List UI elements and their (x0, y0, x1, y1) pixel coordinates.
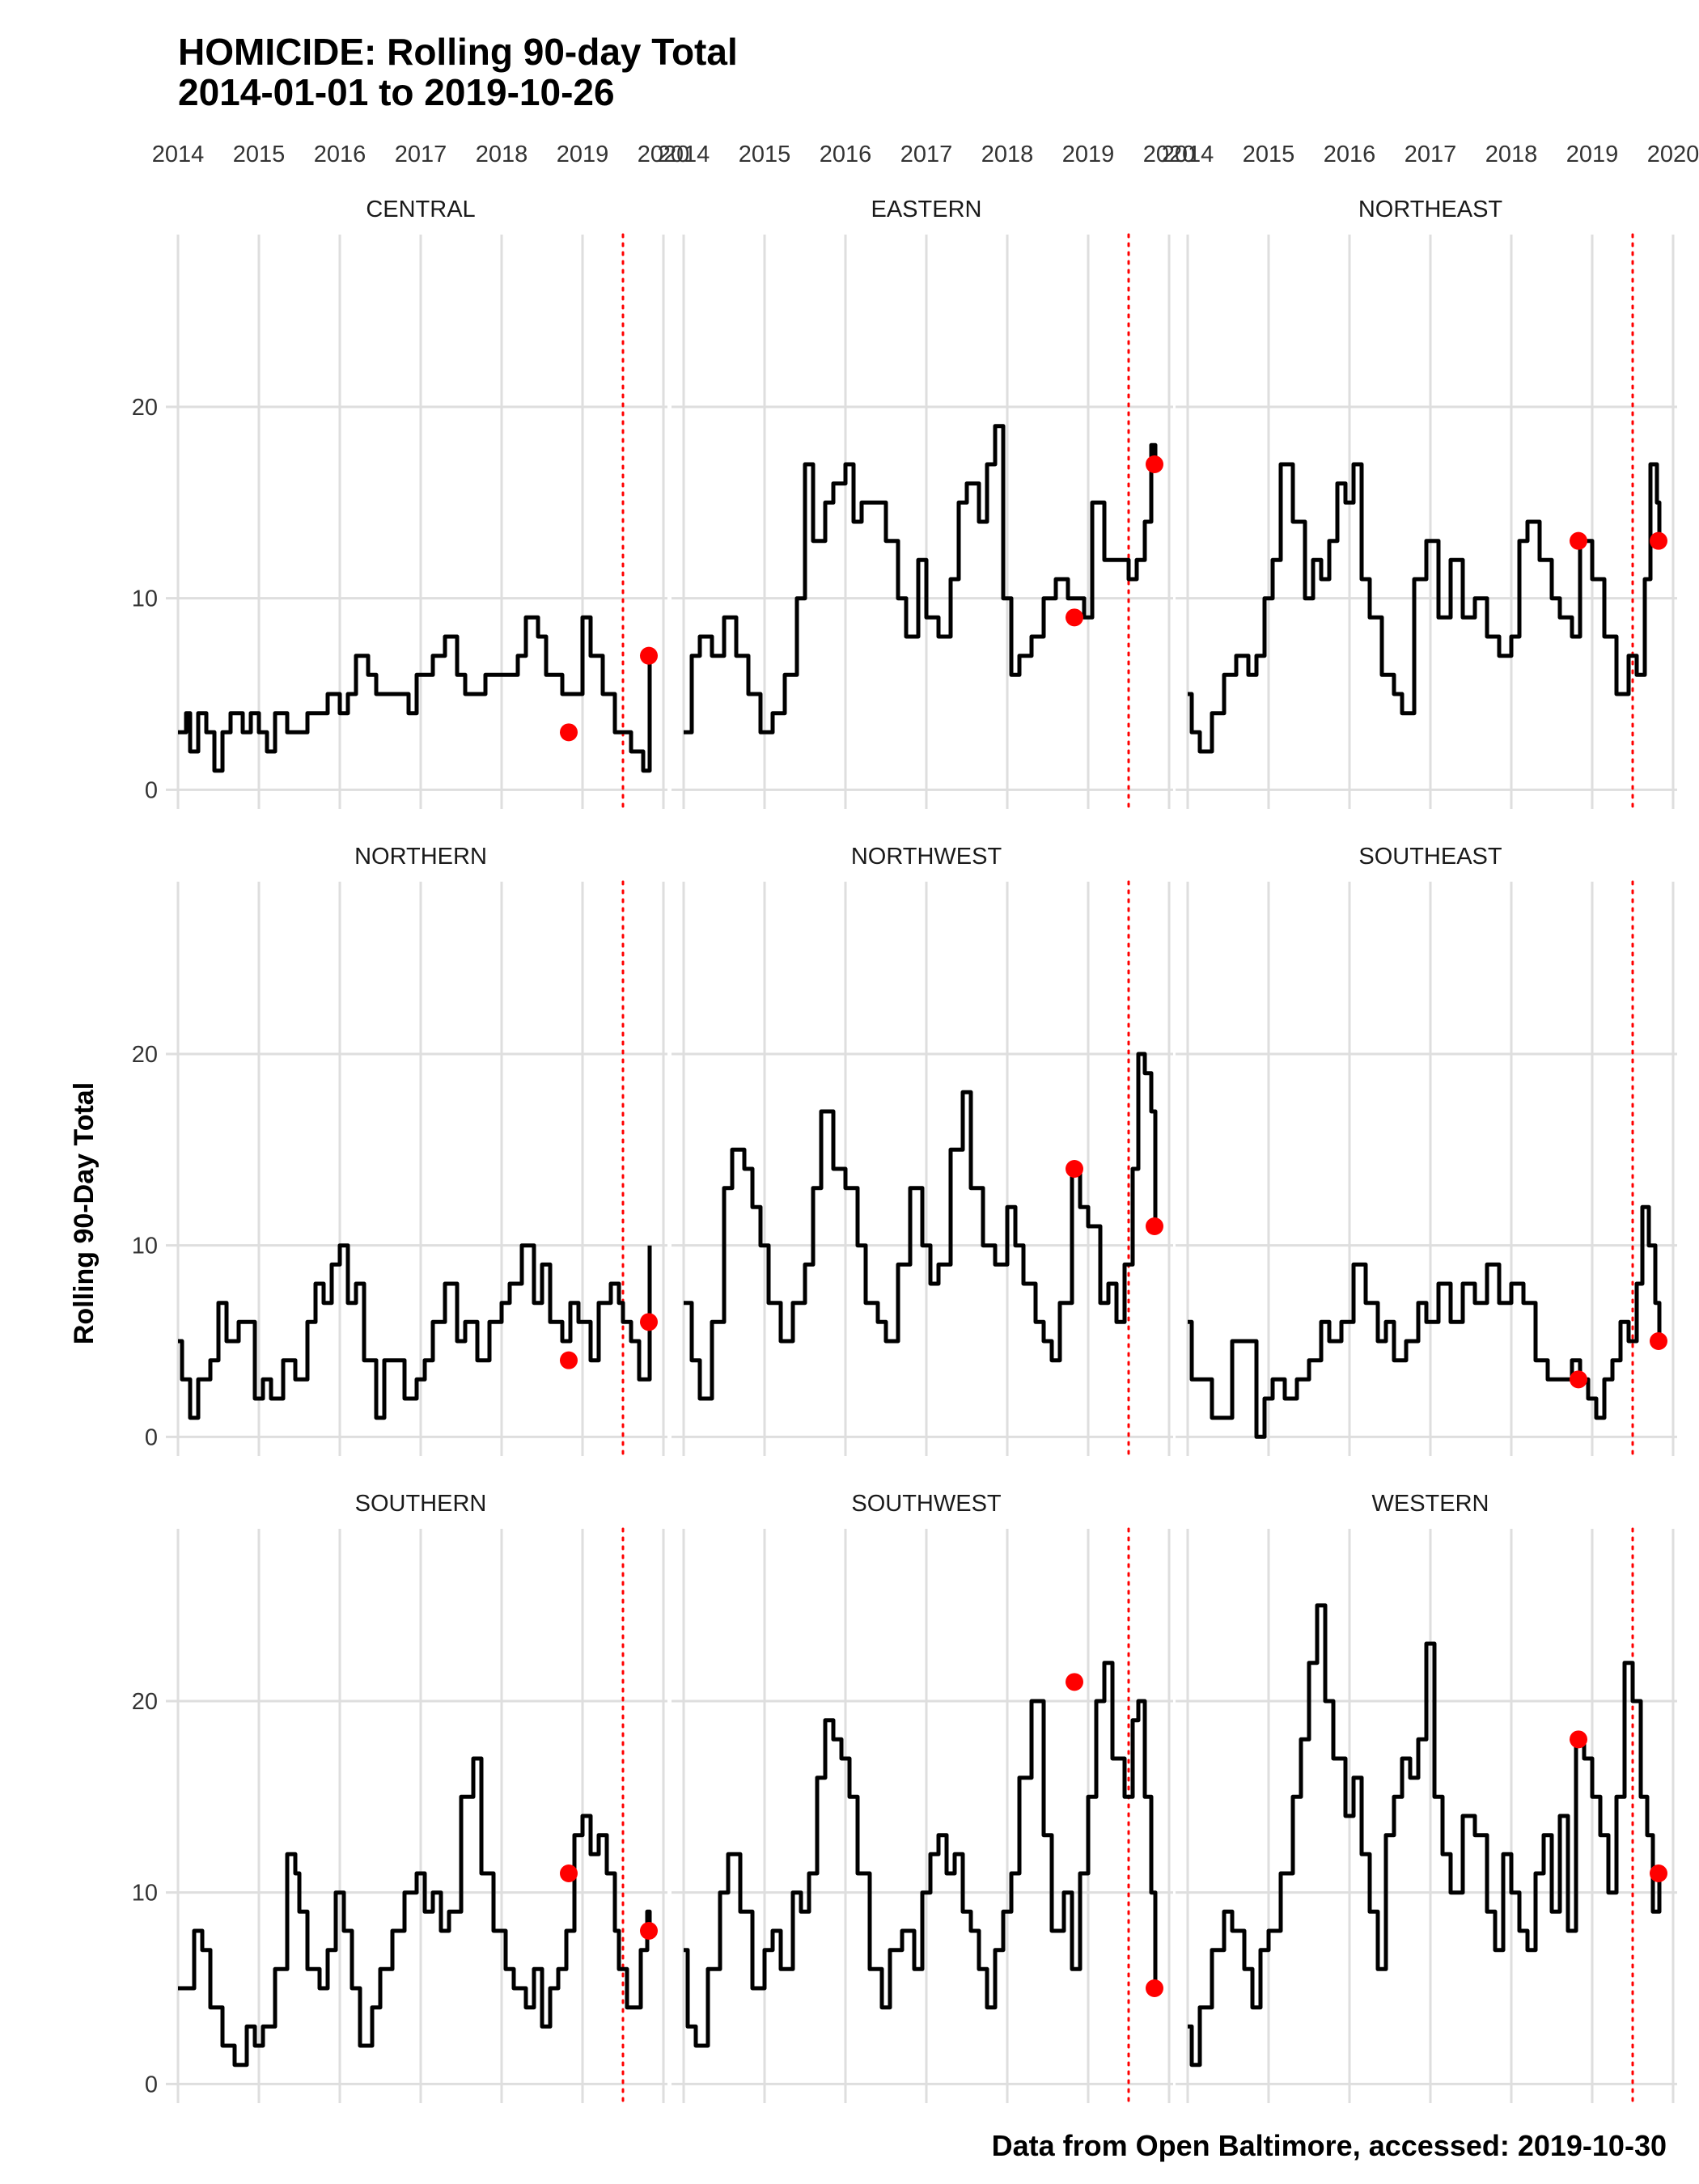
x-tick-label: 2019 (557, 142, 609, 167)
x-tick-label: 2016 (1324, 142, 1376, 167)
x-tick-label: 2020 (1143, 142, 1196, 167)
chart-caption: Data from Open Baltimore, accessed: 2019… (992, 2129, 1667, 2162)
x-tick-label: 2015 (739, 142, 791, 167)
x-tick-label: 2016 (820, 142, 872, 167)
x-tick-label: 2019 (1566, 142, 1619, 167)
marker-last (1146, 1217, 1163, 1235)
marker-last (640, 1922, 658, 1940)
panel-strip-label: CENTRAL (366, 197, 475, 222)
panel-western: WESTERN (1176, 1491, 1677, 2105)
y-tick-label: 20 (132, 395, 158, 421)
marker-first (1570, 1370, 1587, 1389)
y-axis-title: Rolling 90-Day Total (69, 1082, 100, 1344)
panel-eastern: EASTERN 2014 2015 2016 2017 2018 2019 2020 (658, 142, 1196, 811)
y-tick-label: 0 (145, 1424, 158, 1450)
panel-central: CENTRAL 0 10 20 2014 2015 2016 2017 2018 2019 2020 (132, 142, 690, 811)
marker-last (1650, 1332, 1667, 1350)
y-tick-label: 20 (132, 1689, 158, 1715)
panel-strip-label: WESTERN (1372, 1491, 1489, 1517)
panel-strip-label: EASTERN (871, 197, 982, 222)
x-tick-label: 2018 (476, 142, 528, 167)
panel-northwest: NORTHWEST (672, 844, 1173, 1458)
marker-first (1570, 531, 1587, 550)
x-tick-label: 2018 (1485, 142, 1538, 167)
y-tick-label: 10 (132, 1881, 158, 1907)
series-line (178, 1756, 652, 2068)
marker-first (1066, 1673, 1083, 1691)
x-tick-label: 2020 (1647, 142, 1699, 167)
x-tick-label: 2017 (395, 142, 447, 167)
x-tick-label: 2014 (1162, 142, 1214, 167)
marker-last (640, 1313, 658, 1331)
series-line (684, 1661, 1158, 2048)
series-line (1188, 1603, 1662, 2068)
marker-first (560, 1351, 578, 1369)
marker-first (560, 1864, 578, 1882)
x-tick-label: 2019 (1062, 142, 1115, 167)
panel-strip-label: SOUTHERN (355, 1491, 487, 1517)
panel-strip-label: NORTHERN (354, 844, 487, 870)
y-tick-label: 0 (145, 2072, 158, 2097)
x-tick-label: 2017 (1405, 142, 1457, 167)
marker-first (1570, 1730, 1587, 1749)
panel-strip-label: SOUTHWEST (851, 1491, 1002, 1517)
panel-southwest: SOUTHWEST (672, 1491, 1173, 2105)
y-tick-label: 0 (145, 777, 158, 803)
x-tick-label: 2015 (233, 142, 286, 167)
x-tick-label: 2017 (900, 142, 953, 167)
series-line (178, 1243, 652, 1420)
marker-first (1066, 1160, 1083, 1178)
marker-last (1650, 531, 1667, 550)
marker-first (1066, 608, 1083, 627)
series-line (1188, 462, 1662, 754)
series-line (684, 424, 1158, 734)
series-line (684, 1052, 1158, 1401)
panel-strip-label: NORTHEAST (1358, 197, 1503, 222)
panel-strip-label: SOUTHEAST (1358, 844, 1502, 870)
series-line (1188, 1204, 1662, 1439)
panel-southeast: SOUTHEAST (1176, 844, 1677, 1458)
panel-northeast: NORTHEAST 2014 2015 2016 2017 2018 2019 2020 (1162, 142, 1699, 811)
panel-strip-label: NORTHWEST (851, 844, 1002, 870)
panel-southern: SOUTHERN 0 10 20 (132, 1491, 667, 2105)
series-line (178, 615, 652, 773)
y-tick-label: 10 (132, 586, 158, 612)
marker-last (1146, 1979, 1163, 1997)
x-tick-label: 2016 (314, 142, 366, 167)
x-tick-label: 2020 (638, 142, 690, 167)
marker-first (560, 723, 578, 742)
marker-last (640, 646, 658, 665)
chart-title-line2: 2014-01-01 to 2019-10-26 (178, 71, 615, 113)
marker-last (1146, 455, 1163, 473)
x-tick-label: 2014 (152, 142, 205, 167)
x-tick-label: 2015 (1243, 142, 1295, 167)
y-tick-label: 10 (132, 1234, 158, 1259)
x-tick-label: 2014 (658, 142, 710, 167)
x-tick-label: 2018 (981, 142, 1034, 167)
chart-title-line1: HOMICIDE: Rolling 90-day Total (178, 31, 738, 73)
marker-last (1650, 1864, 1667, 1882)
panel-northern: NORTHERN 0 10 20 (132, 844, 667, 1458)
y-tick-label: 20 (132, 1042, 158, 1068)
